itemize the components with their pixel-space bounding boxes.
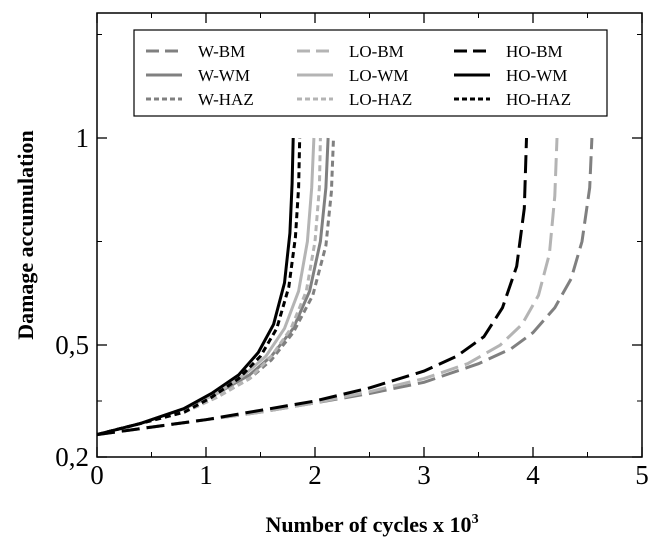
legend-label-w-wm: W-WM [198,66,250,85]
legend: W-BM W-WM W-HAZ LO-BM LO-WM LO-HAZ HO-BM HO-WM H… [133,29,608,117]
series-line-lo-haz [96,137,322,437]
axis-ticks: 0 1 2 3 4 5 0,2 0,5 1 [55,13,649,490]
y-tick-label-0: 0,2 [55,442,89,472]
legend-label-ho-haz: HO-HAZ [506,90,571,109]
x-tick-label-3: 3 [417,460,431,490]
series-curves [96,137,594,437]
legend-label-lo-haz: LO-HAZ [349,90,412,109]
series-line-w-bm [96,137,594,437]
series-line-ho-haz [96,137,302,437]
x-axis-label-exponent: 3 [472,512,479,527]
legend-label-ho-wm: HO-WM [506,66,567,85]
x-tick-label-5: 5 [635,460,649,490]
series-line-ho-wm [96,137,295,437]
y-axis-label: Damage accumulation [13,130,38,340]
legend-label-w-bm: W-BM [198,42,245,61]
x-tick-label-4: 4 [526,460,540,490]
x-tick-label-1: 1 [199,460,213,490]
series-line-lo-wm [96,137,316,437]
legend-label-ho-bm: HO-BM [506,42,563,61]
legend-label-w-haz: W-HAZ [198,90,254,109]
series-line-ho-bm [96,137,528,437]
x-axis-label: Number of cycles x 103 [265,512,478,537]
x-tick-label-0: 0 [90,460,104,490]
y-tick-label-2: 1 [76,123,90,153]
legend-box [133,29,608,117]
y-tick-label-1: 0,5 [55,330,89,360]
series-line-lo-bm [96,137,559,437]
legend-label-lo-wm: LO-WM [349,66,408,85]
x-tick-label-2: 2 [308,460,322,490]
legend-label-lo-bm: LO-BM [349,42,404,61]
